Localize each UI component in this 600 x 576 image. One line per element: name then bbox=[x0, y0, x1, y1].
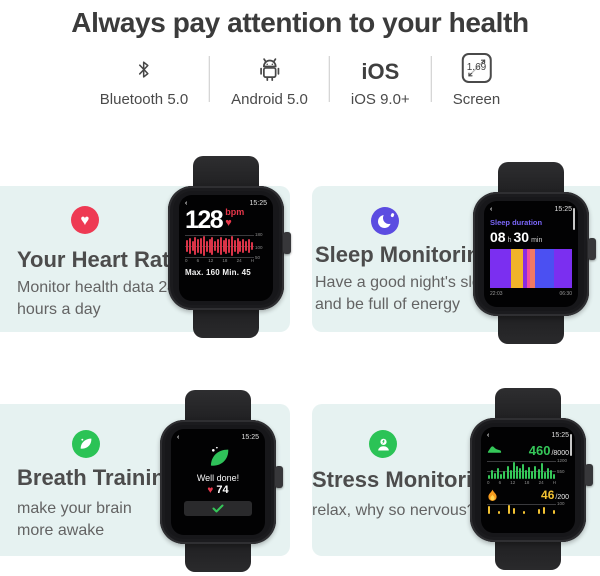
watch-time: 15:25 bbox=[249, 200, 267, 207]
watch-body: ‹ 15:25 Well done! ♥ 74 bbox=[160, 420, 283, 544]
feature-title-stress: Stress Monitoring bbox=[312, 467, 500, 492]
watch-crown bbox=[585, 464, 593, 486]
bluetooth-icon bbox=[135, 50, 153, 83]
android-icon bbox=[255, 50, 285, 83]
feature-desc-stress: relax, why so nervous? bbox=[312, 502, 476, 519]
spec-screen: 1.69 Screen bbox=[432, 50, 522, 108]
confirm-button bbox=[184, 501, 252, 516]
sleep-time-range: 22:03 06:30 bbox=[490, 291, 572, 297]
feature-desc-breath: make your brain more awake bbox=[17, 500, 132, 539]
watch-sleep: ‹ 15:25 Sleep duration 08 h 30 min 22:03… bbox=[456, 162, 600, 344]
page-title: Always pay attention to your health bbox=[71, 7, 529, 38]
leaf-icon bbox=[72, 430, 100, 458]
feature-title-sleep: Sleep Monitoring bbox=[315, 242, 494, 267]
spec-row: Bluetooth 5.0 Android 5.0 bbox=[79, 50, 521, 108]
spec-ios: iOS iOS 9.0+ bbox=[330, 50, 431, 109]
stressed-person-icon bbox=[369, 430, 397, 458]
sleep-duration-value: 08 h 30 min bbox=[490, 229, 543, 245]
watch-crown bbox=[588, 238, 596, 260]
watch-crown bbox=[283, 232, 291, 254]
feature-desc-sleep: Have a good night's sleep and be full of… bbox=[315, 274, 499, 313]
spec-label: Bluetooth 5.0 bbox=[99, 91, 189, 108]
watch-body: ‹ 15:25 128 bpm ♥ 180 100 50 bbox=[168, 186, 291, 310]
spec-label: Screen bbox=[452, 91, 501, 108]
watch-time: 15:25 bbox=[554, 206, 572, 213]
breath-heart-rate: ♥ 74 bbox=[207, 484, 229, 496]
heart-rate-chart: 180 100 50 bbox=[185, 232, 263, 260]
calories-chart: 100 bbox=[487, 501, 565, 514]
feature-desc-heart: Monitor health data 24 hours a day bbox=[17, 279, 177, 318]
calories-goal: /200 bbox=[555, 494, 569, 501]
sleep-stages-bar bbox=[490, 249, 572, 288]
sleep-duration-label: Sleep duration bbox=[490, 218, 543, 227]
screen-size-icon: 1.69 bbox=[461, 50, 492, 83]
heart-icon: ♥ bbox=[71, 206, 99, 234]
watch-stress: ‹ 15:25 460 /8000 bbox=[453, 388, 600, 570]
steps-chart: 1200 550 bbox=[487, 458, 567, 479]
heart-icon-small: ♥ bbox=[207, 484, 214, 496]
moon-icon bbox=[371, 207, 399, 235]
divider bbox=[430, 56, 432, 102]
heart-rate-screen: ‹ 15:25 128 bpm ♥ 180 100 50 bbox=[179, 195, 273, 301]
watch-heart-rate: ‹ 15:25 128 bpm ♥ 180 100 50 bbox=[151, 156, 301, 338]
spec-bluetooth: Bluetooth 5.0 bbox=[79, 50, 209, 108]
spec-label: iOS 9.0+ bbox=[350, 91, 410, 108]
leaf-success-icon bbox=[177, 444, 259, 470]
steps-x-axis: 0 6 12 18 24 H bbox=[487, 480, 556, 485]
back-chevron-icon: ‹ bbox=[487, 432, 490, 439]
watch-crown bbox=[275, 466, 283, 488]
watch-time: 15:25 bbox=[241, 434, 259, 441]
ios-icon: iOS bbox=[361, 59, 400, 84]
watch-body: ‹ 15:25 460 /8000 bbox=[470, 418, 593, 542]
divider bbox=[328, 56, 330, 102]
back-chevron-icon: ‹ bbox=[490, 206, 493, 213]
heart-rate-x-axis: 0 6 12 18 24 H bbox=[185, 258, 254, 263]
bpm-unit: bpm bbox=[225, 207, 245, 217]
watch-time: 15:25 bbox=[551, 432, 569, 439]
back-chevron-icon: ‹ bbox=[177, 434, 180, 441]
scrollbar bbox=[570, 434, 572, 456]
spec-android: Android 5.0 bbox=[210, 50, 329, 108]
feature-title-breath: Breath Training bbox=[17, 465, 179, 490]
heart-icon-small: ♥ bbox=[225, 216, 232, 229]
scrollbar bbox=[573, 208, 575, 230]
flame-icon bbox=[487, 489, 498, 502]
divider bbox=[209, 56, 211, 102]
activity-screen: ‹ 15:25 460 /8000 bbox=[481, 427, 575, 533]
steps-goal: /8000 bbox=[551, 449, 569, 457]
watch-body: ‹ 15:25 Sleep duration 08 h 30 min 22:03… bbox=[473, 192, 596, 316]
back-chevron-icon: ‹ bbox=[185, 200, 188, 207]
breath-screen: ‹ 15:25 Well done! ♥ 74 bbox=[171, 429, 265, 535]
calories-value: 46 bbox=[541, 488, 555, 502]
breath-message: Well done! bbox=[196, 473, 240, 483]
watch-breath: ‹ 15:25 Well done! ♥ 74 bbox=[143, 390, 293, 572]
feature-title-heart: Your Heart Rate bbox=[17, 247, 182, 272]
bpm-value: 128 bbox=[185, 206, 224, 234]
spec-label: Android 5.0 bbox=[231, 91, 308, 108]
sleep-screen: ‹ 15:25 Sleep duration 08 h 30 min 22:03… bbox=[484, 201, 578, 307]
steps-value: 460 bbox=[528, 442, 551, 458]
heart-rate-summary: Max. 160 Min. 45 bbox=[185, 267, 251, 277]
shoe-icon bbox=[487, 441, 502, 459]
